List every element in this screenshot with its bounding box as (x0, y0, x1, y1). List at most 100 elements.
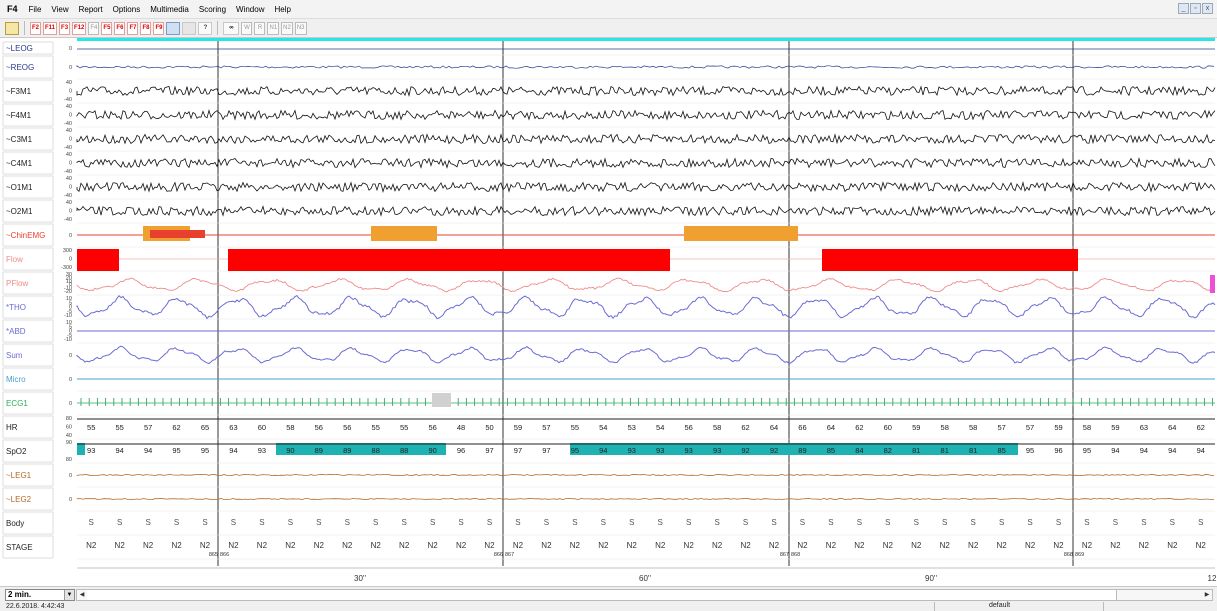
channel-label-box[interactable] (2, 223, 54, 247)
stage-label[interactable]: N2 (826, 541, 837, 550)
stage-label[interactable]: N2 (883, 541, 894, 550)
channel-label[interactable]: ~O1M1 (6, 183, 33, 192)
stage-label[interactable]: N2 (997, 541, 1008, 550)
stage-label[interactable]: N2 (1025, 541, 1036, 550)
stage-label[interactable]: N2 (740, 541, 751, 550)
stage-label[interactable]: N2 (257, 541, 268, 550)
channel-label[interactable]: *THO (6, 303, 26, 312)
stage-label[interactable]: N2 (769, 541, 780, 550)
channel-label-box[interactable] (2, 487, 54, 511)
channel-label-box[interactable] (2, 79, 54, 103)
channel-label[interactable]: ~F3M1 (6, 87, 32, 96)
channel-label[interactable]: ~LEG1 (6, 471, 32, 480)
menu-help[interactable]: Help (274, 4, 291, 14)
flow-limitation-event[interactable] (77, 249, 119, 271)
emg-event-marker[interactable] (684, 226, 798, 241)
channel-label-box[interactable] (2, 463, 54, 487)
stage-label[interactable]: N2 (627, 541, 638, 550)
f5-button[interactable]: F5 (101, 21, 113, 35)
stage-label[interactable]: N2 (1053, 541, 1064, 550)
stage-label[interactable]: N2 (712, 541, 723, 550)
stage-label[interactable]: N2 (228, 541, 239, 550)
channel-label[interactable]: ~ChinEMG (6, 231, 45, 240)
zoom-select[interactable]: 2 min. ▼ (5, 589, 75, 601)
stage-label[interactable]: N2 (314, 541, 325, 550)
menu-options[interactable]: Options (112, 4, 141, 14)
stage-label[interactable]: N2 (1167, 541, 1178, 550)
open-folder-icon[interactable] (5, 21, 19, 35)
channel-label-box[interactable] (2, 535, 54, 559)
horizontal-scrollbar[interactable]: ◀ ▶ (76, 589, 1213, 601)
menu-file[interactable]: File (28, 4, 42, 14)
channel-label-box[interactable] (2, 247, 54, 271)
f4-button[interactable]: F4 (88, 21, 100, 35)
stage-label[interactable]: N2 (911, 541, 922, 550)
channel-label-box[interactable] (2, 415, 54, 439)
stage-r-button[interactable]: R (254, 21, 266, 35)
stage-label[interactable]: N2 (570, 541, 581, 550)
channel-label[interactable]: ~REOG (6, 63, 34, 72)
scroll-thumb[interactable] (87, 590, 1117, 600)
scroll-right-icon[interactable]: ▶ (1204, 592, 1210, 598)
stage-label[interactable]: N2 (684, 541, 695, 550)
stage-label[interactable]: N2 (399, 541, 410, 550)
stage-n3-button[interactable]: N3 (294, 21, 307, 35)
f11-button[interactable]: F11 (43, 21, 58, 35)
binoculars-icon[interactable]: ∞ (223, 21, 240, 35)
pflow-marker[interactable] (1210, 275, 1215, 293)
channel-label[interactable]: ~F4M1 (6, 111, 32, 120)
menu-view[interactable]: View (51, 4, 69, 14)
stage-label[interactable]: N2 (200, 541, 211, 550)
stage-label[interactable]: N2 (655, 541, 666, 550)
stage-label[interactable]: N2 (854, 541, 865, 550)
stage-label[interactable]: N2 (285, 541, 296, 550)
channel-label[interactable]: Flow (6, 255, 23, 264)
stage-label[interactable]: N2 (428, 541, 439, 550)
f3-button[interactable]: F3 (59, 21, 71, 35)
ecg-artifact-marker[interactable] (432, 393, 451, 407)
close-button[interactable]: x (1202, 3, 1213, 14)
signal-chart[interactable]: ~LEOG 0 ~REOG 0 ~F3M1 40 0 -40 ~F4M1 40 0 -40 ~C3M1 4… (0, 38, 1217, 586)
channel-label[interactable]: HR (6, 423, 18, 432)
minimize-button[interactable]: _ (1178, 3, 1189, 14)
channel-label-box[interactable] (2, 343, 54, 367)
channel-label[interactable]: Micro (6, 375, 26, 384)
menu-report[interactable]: Report (78, 4, 103, 14)
f7-button[interactable]: F7 (127, 21, 139, 35)
f8-button[interactable]: F8 (140, 21, 152, 35)
channel-label[interactable]: ECG1 (6, 399, 28, 408)
channel-label[interactable]: ~LEG2 (6, 495, 32, 504)
restore-button[interactable]: ▫ (1190, 3, 1201, 14)
channel-label-box[interactable] (2, 271, 54, 295)
f6-button[interactable]: F6 (114, 21, 126, 35)
flow-limitation-event[interactable] (228, 249, 670, 271)
channel-label-box[interactable] (2, 367, 54, 391)
chevron-down-icon[interactable]: ▼ (64, 590, 74, 600)
channel-label[interactable]: PFlow (6, 279, 28, 288)
stage-label[interactable]: N2 (143, 541, 154, 550)
stage-label[interactable]: N2 (513, 541, 524, 550)
stage-n2-button[interactable]: N2 (281, 21, 293, 35)
channel-label[interactable]: SpO2 (6, 447, 27, 456)
menu-window[interactable]: Window (236, 4, 265, 14)
channel-label-box[interactable] (2, 55, 54, 79)
stage-label[interactable]: N2 (968, 541, 979, 550)
stage-label[interactable]: N2 (342, 541, 353, 550)
channel-label[interactable]: ~LEOG (6, 44, 33, 53)
channel-label[interactable]: STAGE (6, 543, 33, 552)
stage-n1-button[interactable]: N1 (267, 21, 280, 35)
stage-label[interactable]: N2 (1082, 541, 1093, 550)
preview-icon[interactable] (166, 21, 181, 35)
stage-label[interactable]: N2 (115, 541, 126, 550)
channel-label-box[interactable] (2, 439, 54, 463)
stage-label[interactable]: N2 (1139, 541, 1150, 550)
flow-limitation-event[interactable] (822, 249, 1078, 271)
menu-multimedia[interactable]: Multimedia (150, 4, 189, 14)
channel-label-box[interactable] (2, 391, 54, 415)
stage-label[interactable]: N2 (940, 541, 951, 550)
channel-label[interactable]: Body (6, 519, 24, 528)
channel-label-box[interactable] (2, 103, 54, 127)
stage-label[interactable]: N2 (171, 541, 182, 550)
stage-label[interactable]: N2 (86, 541, 97, 550)
stage-w-button[interactable]: W (241, 21, 253, 35)
